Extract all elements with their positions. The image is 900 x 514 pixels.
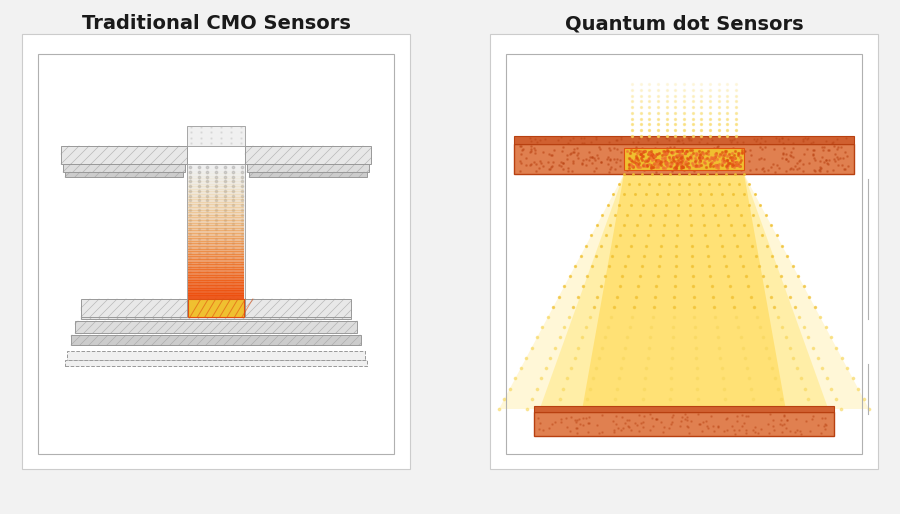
Text: Quantum dot Sensors: Quantum dot Sensors <box>564 14 804 33</box>
Bar <box>188 238 244 242</box>
Bar <box>188 249 244 252</box>
Bar <box>81 305 351 319</box>
Bar <box>188 186 244 190</box>
Bar <box>63 164 185 172</box>
Bar <box>514 144 854 174</box>
Bar <box>188 272 244 276</box>
Bar <box>247 164 369 172</box>
Bar <box>188 280 244 283</box>
Bar <box>249 172 367 177</box>
Bar <box>75 321 357 333</box>
Bar <box>188 181 244 185</box>
Bar <box>188 210 244 213</box>
Bar <box>188 225 244 229</box>
Bar <box>187 126 245 146</box>
Bar <box>65 360 367 366</box>
Bar <box>188 183 244 187</box>
Bar <box>188 223 244 226</box>
Bar <box>81 299 187 317</box>
Bar <box>188 274 244 278</box>
Bar <box>22 34 410 469</box>
Bar <box>188 199 244 203</box>
Bar <box>188 194 244 197</box>
Bar <box>188 259 244 263</box>
Bar <box>188 230 244 234</box>
Bar <box>188 256 244 260</box>
Bar <box>61 146 187 164</box>
Bar <box>71 335 361 345</box>
Bar <box>188 207 244 211</box>
Bar <box>506 54 862 454</box>
Bar <box>188 220 244 224</box>
Bar <box>188 262 244 265</box>
Bar <box>188 277 244 281</box>
Polygon shape <box>582 174 786 409</box>
Bar <box>188 205 244 208</box>
Bar <box>188 282 244 286</box>
Bar <box>187 164 245 299</box>
Bar <box>188 285 244 288</box>
Bar <box>188 189 244 192</box>
Bar <box>188 228 244 231</box>
Bar <box>188 191 244 195</box>
Bar <box>188 196 244 200</box>
Bar <box>188 264 244 268</box>
Bar <box>38 54 394 454</box>
Bar <box>514 136 854 144</box>
Polygon shape <box>499 174 869 409</box>
Bar <box>188 251 244 255</box>
Bar <box>65 172 183 177</box>
Bar <box>534 406 834 412</box>
Bar <box>188 269 244 273</box>
Bar <box>188 254 244 258</box>
Bar <box>188 235 244 239</box>
Text: Traditional CMO Sensors: Traditional CMO Sensors <box>82 14 350 33</box>
Bar <box>188 246 244 250</box>
Bar <box>188 233 244 236</box>
Bar <box>188 296 244 299</box>
Bar <box>188 241 244 244</box>
Bar <box>534 412 834 436</box>
Bar <box>188 176 244 179</box>
Bar <box>188 171 244 174</box>
Bar <box>67 351 365 360</box>
Bar <box>188 244 244 247</box>
Bar <box>188 212 244 216</box>
Bar <box>188 267 244 270</box>
Bar <box>245 146 371 164</box>
Bar <box>188 288 244 291</box>
Bar <box>188 217 244 221</box>
Bar <box>188 290 244 294</box>
Bar <box>490 34 878 469</box>
Bar <box>188 299 244 317</box>
Polygon shape <box>540 174 828 409</box>
Bar <box>188 215 244 218</box>
Bar <box>188 168 244 172</box>
Bar <box>188 178 244 182</box>
Bar <box>624 148 744 170</box>
Bar <box>245 299 351 317</box>
Bar <box>188 173 244 177</box>
Bar <box>188 293 244 297</box>
Bar <box>188 202 244 206</box>
